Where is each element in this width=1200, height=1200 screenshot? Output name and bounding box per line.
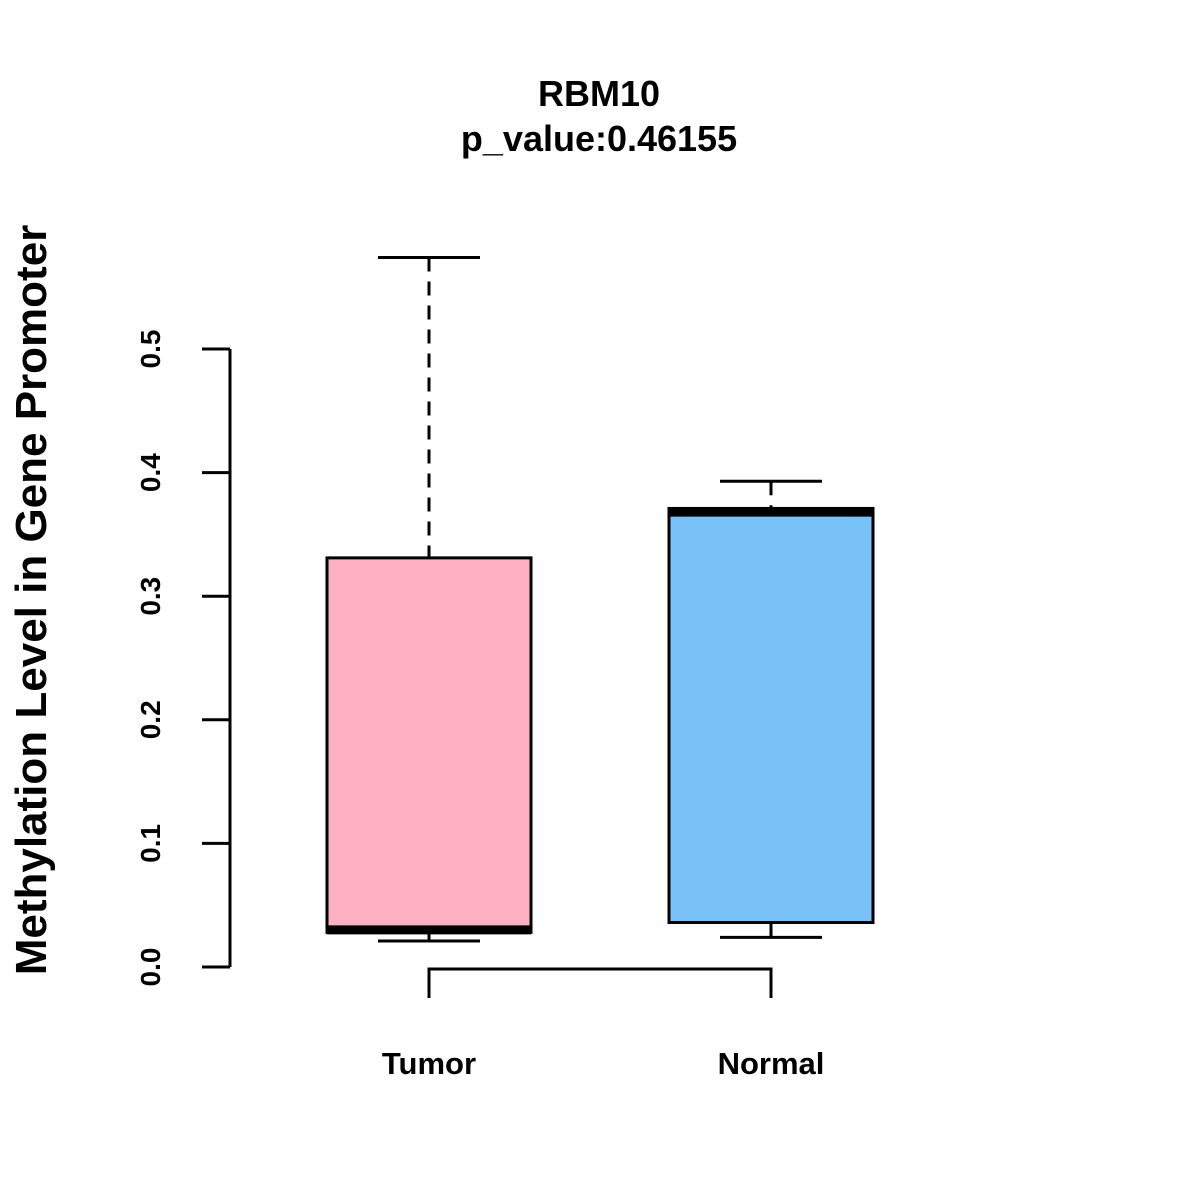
y-tick-label: 0.5 bbox=[135, 330, 166, 369]
box-tumor bbox=[325, 256, 533, 943]
box-body bbox=[325, 556, 533, 934]
box-normal bbox=[667, 479, 875, 939]
x-category-label: Tumor bbox=[382, 1046, 476, 1081]
chart-subtitle: p_value:0.46155 bbox=[461, 118, 737, 159]
chart-title: RBM10 bbox=[538, 73, 660, 114]
box-body bbox=[667, 506, 875, 925]
comparison-bracket bbox=[427, 967, 773, 998]
y-tick-label: 0.0 bbox=[135, 948, 166, 987]
y-axis: 0.0 0.1 0.2 0.3 0.4 0.5 bbox=[135, 330, 232, 987]
x-axis-labels: Tumor Normal bbox=[382, 1046, 824, 1081]
y-tick-label: 0.2 bbox=[135, 700, 166, 739]
bracket-line bbox=[427, 967, 773, 998]
y-tick-label: 0.3 bbox=[135, 577, 166, 616]
y-tick-label: 0.4 bbox=[135, 453, 166, 492]
boxes-group bbox=[325, 256, 875, 943]
y-tick-label: 0.1 bbox=[135, 824, 166, 863]
y-axis-label: Methylation Level in Gene Promoter bbox=[7, 225, 56, 976]
x-category-label: Normal bbox=[718, 1046, 825, 1081]
